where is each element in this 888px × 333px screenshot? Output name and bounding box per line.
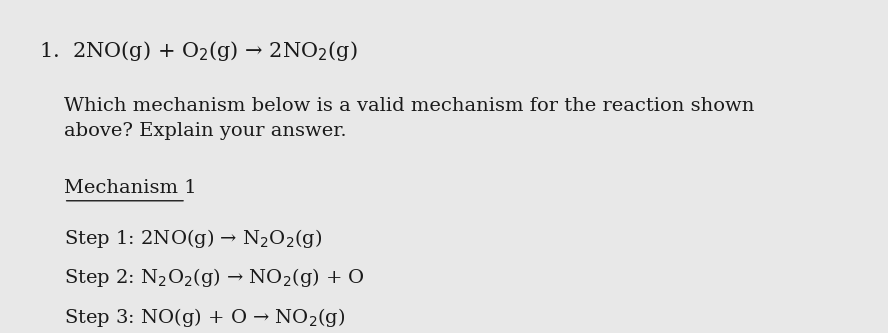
Text: Step 2: N$_2$O$_2$(g) → NO$_2$(g) + O: Step 2: N$_2$O$_2$(g) → NO$_2$(g) + O [64,266,365,289]
Text: Step 1: 2NO(g) → N$_2$O$_2$(g): Step 1: 2NO(g) → N$_2$O$_2$(g) [64,227,322,250]
Text: Mechanism 1: Mechanism 1 [64,179,196,197]
Text: 1.  2NO(g) + O$_2$(g) → 2NO$_2$(g): 1. 2NO(g) + O$_2$(g) → 2NO$_2$(g) [39,40,358,64]
Text: Which mechanism below is a valid mechanism for the reaction shown
above? Explain: Which mechanism below is a valid mechani… [64,97,754,140]
Text: Step 3: NO(g) + O → NO$_2$(g): Step 3: NO(g) + O → NO$_2$(g) [64,306,345,329]
